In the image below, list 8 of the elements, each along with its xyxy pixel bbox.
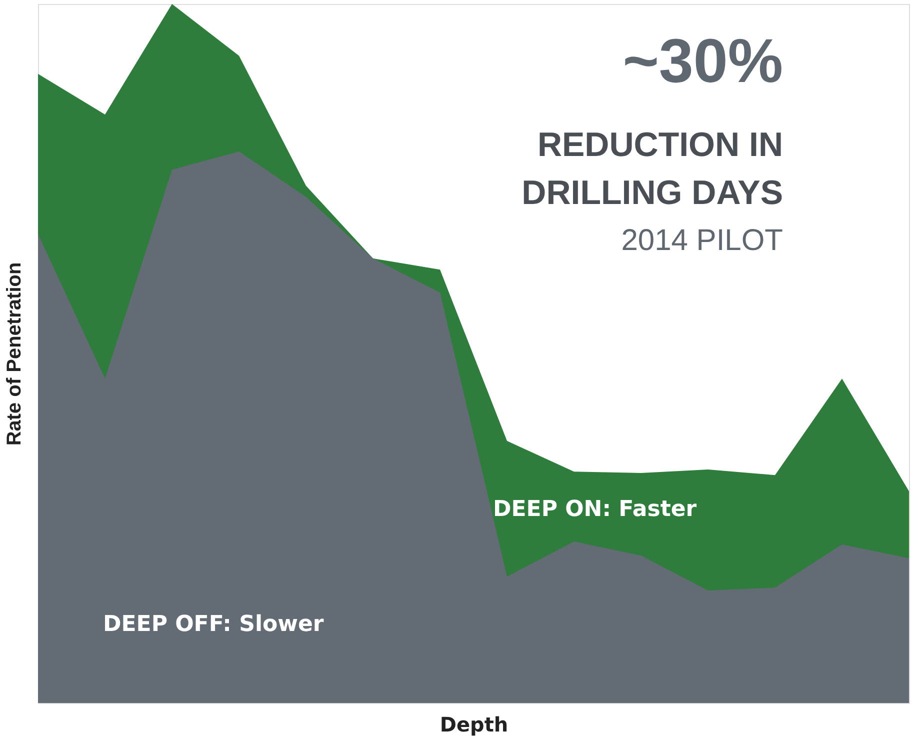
y-axis-title: Rate of Penetration bbox=[4, 262, 26, 446]
annotation: 2014 PILOT bbox=[621, 224, 783, 257]
series-label: DEEP ON: Faster bbox=[493, 497, 697, 522]
annotation: ~30% bbox=[622, 27, 783, 96]
x-axis-title: Depth bbox=[440, 712, 508, 736]
series-label: DEEP OFF: Slower bbox=[103, 612, 324, 637]
annotation: DRILLING DAYS bbox=[522, 174, 783, 212]
annotation: REDUCTION IN bbox=[537, 126, 783, 164]
